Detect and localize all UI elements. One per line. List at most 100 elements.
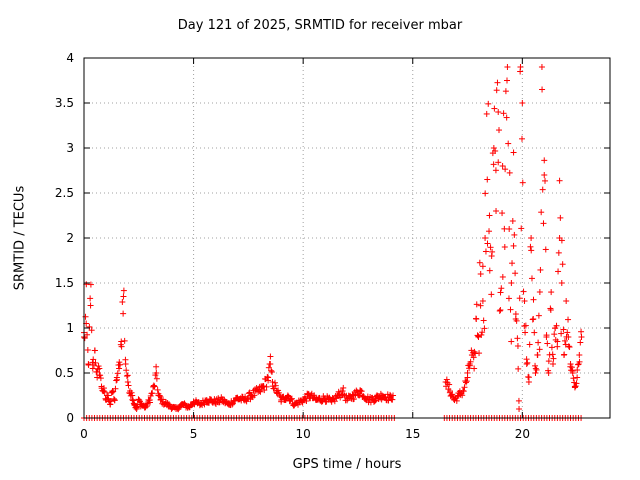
data-point-dense (511, 231, 518, 238)
data-point-dense (536, 346, 543, 353)
data-point (574, 374, 581, 381)
data-point-dense (501, 225, 508, 232)
data-point-dense (510, 242, 517, 249)
data-point-dense (94, 368, 101, 375)
data-point-dense (514, 335, 521, 342)
data-point-dense (311, 392, 318, 399)
data-point (471, 365, 478, 372)
data-point-dense (525, 374, 532, 381)
data-point-dense (577, 339, 584, 346)
data-point-dense (509, 260, 516, 267)
data-point-dense (264, 373, 271, 380)
data-point-dense (571, 384, 578, 391)
data-point (495, 109, 502, 115)
data-point-dense (85, 362, 92, 369)
data-point-dense (479, 263, 486, 270)
data-point-dense (518, 225, 525, 232)
data-point-dense (127, 392, 134, 399)
data-point (578, 334, 585, 340)
data-point-dense (550, 355, 557, 362)
data-point-dense (303, 397, 310, 404)
data-point-dense (578, 328, 585, 335)
data-point-dense (492, 167, 499, 174)
data-point-dense (561, 351, 568, 358)
data-point-dense (505, 295, 512, 302)
data-point-dense (377, 390, 384, 397)
data-point-dense (117, 361, 124, 368)
data-point-dense (542, 246, 549, 253)
data-point-dense (542, 177, 549, 184)
data-point-dense (494, 79, 501, 86)
data-point-dense (125, 382, 132, 389)
data-point-dense (547, 305, 554, 312)
data-point (499, 163, 506, 169)
data-point-dense (538, 209, 545, 216)
data-point-dense (481, 325, 488, 332)
data-point-dense (84, 331, 91, 338)
data-point-dense (555, 249, 562, 256)
axes: 0 5 10 15 20 0 0.5 1 1.5 2 2.5 3 3.5 4 (55, 51, 610, 441)
data-point-dense (522, 329, 529, 336)
data-point-dense (95, 363, 102, 370)
data-point-dense (574, 367, 581, 374)
data-point-dense (490, 161, 497, 168)
x-tick-label: 15 (405, 427, 420, 441)
data-point (493, 208, 500, 214)
data-point (120, 293, 127, 300)
data-point-dense (112, 385, 119, 392)
data-point-dense (568, 364, 575, 371)
data-point-dense (561, 337, 568, 344)
data-point-dense (446, 381, 453, 388)
data-point-dense (505, 140, 512, 147)
data-point-dense (526, 341, 533, 348)
data-point-dense (516, 295, 523, 302)
data-point-dense (498, 285, 505, 292)
data-point-dense (358, 388, 365, 395)
data-point-dense (461, 384, 468, 391)
data-point-dense (129, 396, 136, 403)
data-point-dense (454, 393, 461, 400)
data-point-dense (483, 110, 490, 117)
data-point-dense (120, 287, 127, 294)
data-point-dense (251, 392, 258, 399)
data-point-dense (160, 396, 167, 403)
data-point-dense (153, 363, 160, 370)
data-point-dense (535, 312, 542, 319)
data-point (116, 365, 123, 372)
data-point-dense (152, 372, 159, 379)
data-point (486, 212, 493, 219)
data-point-dense (495, 127, 502, 134)
data-point (558, 280, 565, 286)
data-point-dense (443, 376, 450, 383)
data-point-dense (562, 341, 569, 348)
data-point-dense (107, 401, 114, 408)
grid-lines (84, 58, 610, 418)
data-point-dense (555, 268, 562, 275)
data-point (490, 145, 497, 151)
data-point-dense (114, 370, 121, 377)
data-point-dense (467, 358, 474, 365)
data-point-dense (544, 340, 551, 347)
x-tick-label: 20 (515, 427, 530, 441)
data-point-dense (528, 247, 535, 254)
data-point-dense (128, 389, 135, 396)
data-point-dense (130, 397, 137, 404)
data-point-dense (530, 296, 537, 303)
data-point-dense (387, 391, 394, 398)
data-point-dense (268, 367, 275, 374)
y-tick-label: 1 (66, 321, 74, 335)
y-tick-label: 0.5 (55, 366, 74, 380)
data-point (514, 343, 521, 349)
data-point-dense (387, 393, 394, 400)
data-point (477, 271, 484, 277)
data-point-dense (299, 399, 306, 406)
data-point-dense (113, 377, 120, 384)
data-point-dense (576, 358, 583, 365)
data-point-dense (520, 288, 527, 295)
data-point-dense (522, 322, 529, 329)
data-point-dense (540, 220, 547, 227)
data-point-dense (486, 267, 493, 274)
data-point-dense (554, 343, 561, 350)
data-point-dense (539, 186, 546, 193)
